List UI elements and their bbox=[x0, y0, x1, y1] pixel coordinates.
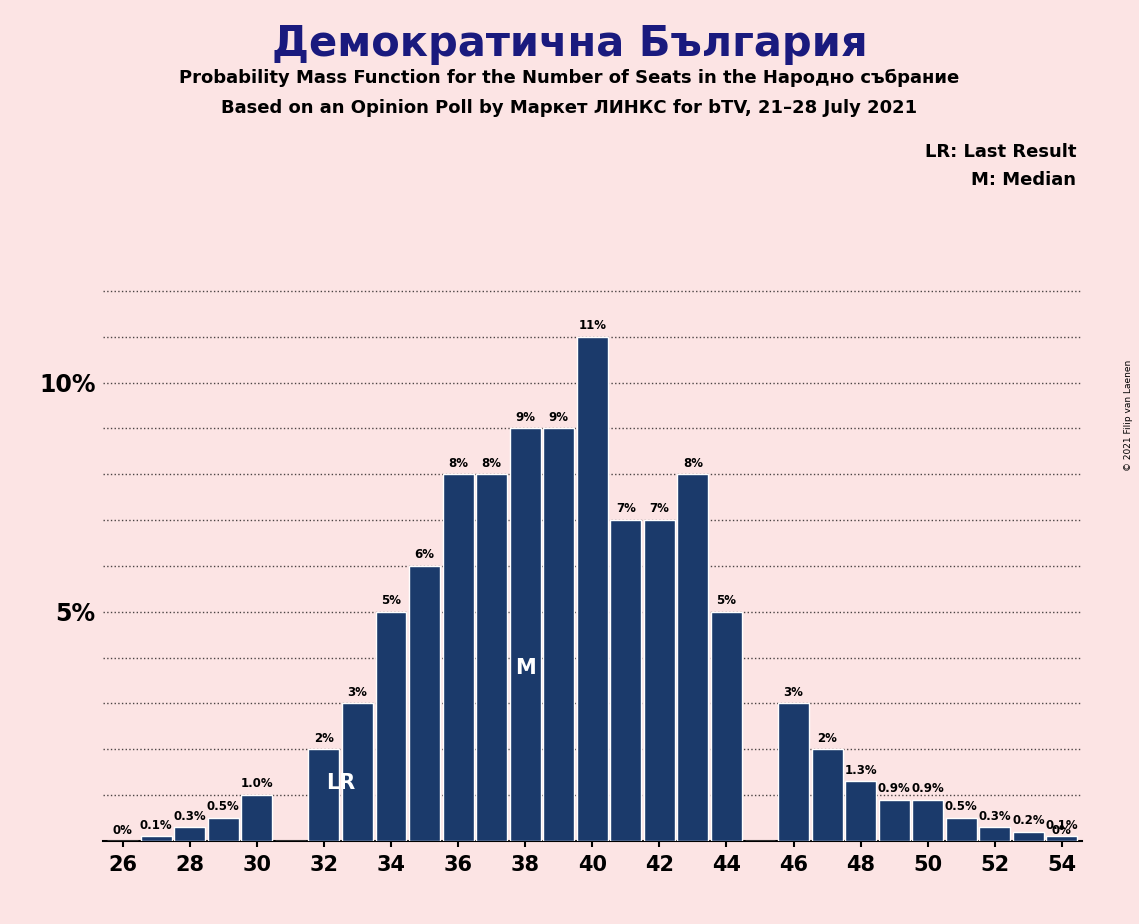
Text: 9%: 9% bbox=[549, 411, 568, 424]
Bar bbox=[174, 827, 205, 841]
Text: LR: LR bbox=[326, 773, 355, 793]
Bar bbox=[376, 612, 407, 841]
Bar bbox=[845, 782, 876, 841]
Text: 1.0%: 1.0% bbox=[240, 777, 273, 790]
Text: 8%: 8% bbox=[448, 456, 468, 469]
Bar bbox=[241, 795, 272, 841]
Text: 0.9%: 0.9% bbox=[878, 782, 910, 795]
Text: 0.1%: 0.1% bbox=[1046, 819, 1079, 832]
Text: 3%: 3% bbox=[347, 686, 368, 699]
Bar bbox=[510, 429, 541, 841]
Bar bbox=[342, 703, 372, 841]
Bar bbox=[611, 520, 641, 841]
Bar bbox=[644, 520, 674, 841]
Text: 1.3%: 1.3% bbox=[844, 763, 877, 777]
Bar bbox=[1013, 832, 1043, 841]
Text: M: Median: M: Median bbox=[972, 171, 1076, 188]
Text: 0.1%: 0.1% bbox=[140, 819, 172, 832]
Text: 0.5%: 0.5% bbox=[945, 800, 977, 813]
Text: 0%: 0% bbox=[1052, 824, 1072, 837]
Bar bbox=[879, 799, 910, 841]
Text: 0%: 0% bbox=[113, 824, 132, 837]
Bar bbox=[207, 818, 239, 841]
Text: 0.5%: 0.5% bbox=[207, 800, 239, 813]
Text: Based on an Opinion Poll by Маркет ЛИНКС for bTV, 21–28 July 2021: Based on an Opinion Poll by Маркет ЛИНКС… bbox=[221, 99, 918, 116]
Text: 0.9%: 0.9% bbox=[911, 782, 944, 795]
Bar bbox=[812, 749, 843, 841]
Text: 0.3%: 0.3% bbox=[978, 809, 1011, 822]
Text: 0.3%: 0.3% bbox=[173, 809, 206, 822]
Bar bbox=[711, 612, 741, 841]
Text: © 2021 Filip van Laenen: © 2021 Filip van Laenen bbox=[1124, 360, 1133, 471]
Bar bbox=[309, 749, 339, 841]
Bar bbox=[980, 827, 1010, 841]
Bar bbox=[543, 429, 574, 841]
Bar bbox=[678, 474, 708, 841]
Text: 2%: 2% bbox=[817, 732, 837, 745]
Bar bbox=[443, 474, 474, 841]
Text: 7%: 7% bbox=[649, 503, 670, 516]
Text: LR: Last Result: LR: Last Result bbox=[925, 143, 1076, 161]
Text: 7%: 7% bbox=[616, 503, 636, 516]
Bar bbox=[778, 703, 809, 841]
Bar bbox=[912, 799, 943, 841]
Text: 5%: 5% bbox=[382, 594, 401, 607]
Text: 0.2%: 0.2% bbox=[1013, 814, 1044, 827]
Bar bbox=[945, 818, 977, 841]
Text: 8%: 8% bbox=[683, 456, 703, 469]
Text: 11%: 11% bbox=[579, 319, 606, 332]
Bar bbox=[476, 474, 507, 841]
Bar bbox=[141, 836, 172, 841]
Text: 6%: 6% bbox=[415, 548, 435, 561]
Text: M: M bbox=[515, 658, 535, 677]
Text: Демократична България: Демократична България bbox=[272, 23, 867, 65]
Text: 5%: 5% bbox=[716, 594, 737, 607]
Text: 3%: 3% bbox=[784, 686, 803, 699]
Bar bbox=[576, 336, 608, 841]
Bar bbox=[409, 565, 440, 841]
Text: 9%: 9% bbox=[515, 411, 535, 424]
Text: 2%: 2% bbox=[314, 732, 334, 745]
Text: Probability Mass Function for the Number of Seats in the Народно събрание: Probability Mass Function for the Number… bbox=[179, 69, 960, 88]
Text: 8%: 8% bbox=[482, 456, 501, 469]
Bar bbox=[1047, 836, 1077, 841]
